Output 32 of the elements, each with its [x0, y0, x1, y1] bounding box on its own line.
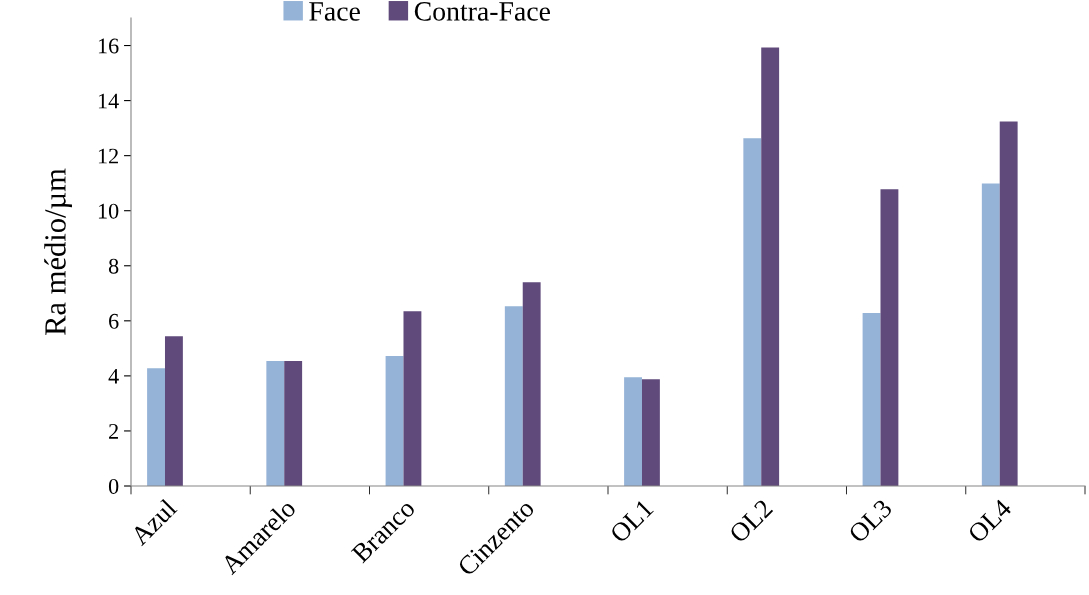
bar — [862, 313, 881, 486]
x-tick-label: OL1 — [609, 498, 654, 544]
legend-label: Contra-Face — [414, 2, 550, 21]
bar — [266, 361, 285, 486]
bar — [385, 356, 404, 486]
y-tick-label: 0 — [108, 478, 119, 494]
bar — [981, 183, 1000, 486]
bar — [999, 121, 1018, 486]
bar — [641, 379, 660, 486]
bar — [284, 361, 303, 486]
y-tick-label: 16 — [98, 38, 119, 54]
bar — [522, 282, 541, 486]
y-tick-label: 2 — [109, 423, 118, 439]
bar — [761, 47, 780, 486]
y-tick-label: 14 — [98, 93, 119, 109]
bar — [743, 138, 762, 486]
bar — [880, 189, 899, 486]
x-tick-label: OL3 — [847, 498, 893, 544]
y-tick-label: 8 — [108, 258, 119, 274]
bar — [624, 377, 642, 486]
bar — [403, 311, 422, 486]
bar — [504, 306, 523, 486]
legend-label: Face — [309, 2, 360, 21]
x-tick-label: OL2 — [728, 498, 774, 544]
y-tick-label: 12 — [98, 148, 118, 164]
bar — [147, 368, 165, 486]
bar — [164, 336, 183, 486]
y-tick-label: 6 — [109, 313, 119, 329]
x-tick-label: OL4 — [966, 497, 1013, 544]
y-tick-label: 10 — [98, 203, 119, 219]
y-axis-title: Ra médio/µm — [44, 168, 72, 336]
y-tick-label: 4 — [108, 368, 119, 384]
